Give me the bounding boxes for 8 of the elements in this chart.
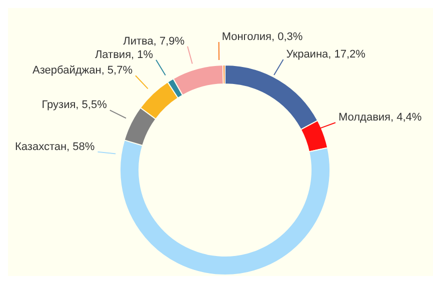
slice-label: Литва, 7,9% — [123, 35, 185, 48]
slice-label: Украина, 17,2% — [286, 48, 366, 61]
slice-label: Монголия, 0,3% — [222, 31, 303, 44]
slice-label: Казахстан, 58% — [15, 140, 95, 153]
slice-label: Молдавия, 4,4% — [338, 112, 422, 124]
slice-label: Латвия, 1% — [94, 48, 154, 61]
slice-label: Грузия, 5,5% — [42, 99, 108, 112]
slice-label: Азербайджан, 5,7% — [32, 64, 133, 77]
